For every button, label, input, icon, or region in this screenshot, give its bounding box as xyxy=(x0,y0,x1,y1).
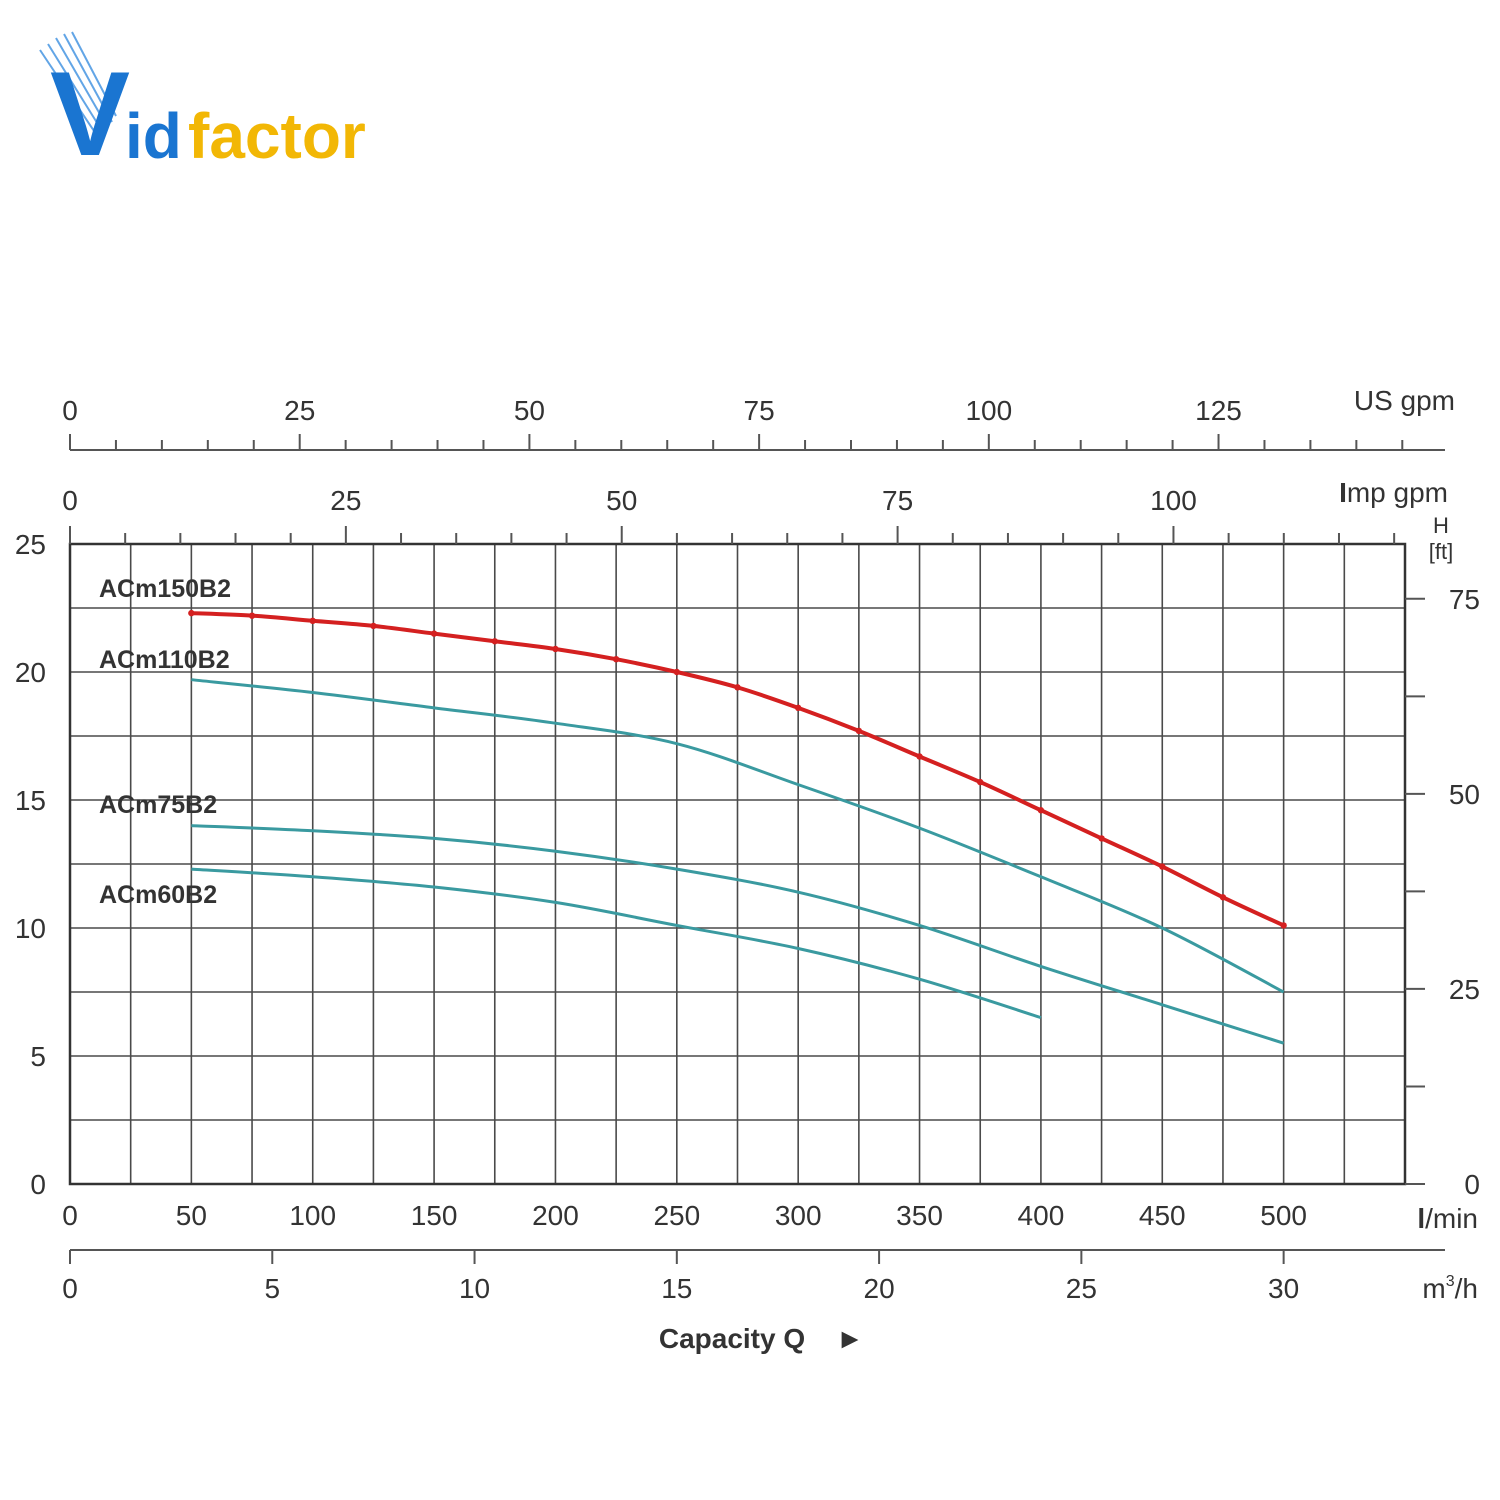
series-point-acm150b2 xyxy=(309,617,316,624)
x-tick-label-lmin: 200 xyxy=(532,1200,579,1231)
series-point-acm150b2 xyxy=(188,609,195,617)
feet-tick-label: 50 xyxy=(1449,779,1480,810)
x-tick-label-lmin: 450 xyxy=(1139,1200,1186,1231)
m3h-tick-label: 25 xyxy=(1066,1273,1097,1304)
series-point-acm150b2 xyxy=(1037,807,1045,814)
vidfactor-logo: V id factor xyxy=(39,31,366,180)
lmin-unit-rest: /min xyxy=(1425,1203,1478,1234)
m3h-unit-sup: 3 xyxy=(1446,1273,1455,1290)
feet-axis-ft-label: [ft] xyxy=(1429,539,1453,564)
series-point-acm150b2 xyxy=(430,630,438,637)
us-gpm-tick-label: 25 xyxy=(284,395,315,426)
m3h-tick-label: 30 xyxy=(1268,1273,1299,1304)
m3h-unit-rest: /h xyxy=(1455,1273,1478,1304)
us-gpm-tick-label: 100 xyxy=(965,395,1012,426)
x-tick-label-lmin: 500 xyxy=(1260,1200,1307,1231)
series-label-acm150b2: ACm150B2 xyxy=(99,575,231,603)
logo-text-factor: factor xyxy=(188,100,366,172)
m3h-unit-label: m3/h xyxy=(1422,1273,1478,1304)
y-tick-label: 15 xyxy=(15,785,46,816)
series-point-acm150b2 xyxy=(491,638,498,645)
capacity-arrow-icon: ► xyxy=(836,1323,864,1354)
series-line-acm150b2 xyxy=(191,611,1285,928)
bottom-axes: 0 50 100 150 200 250 300 350 400 450 500 0 5 10 15 20 25… xyxy=(62,1200,1445,1304)
x-tick-label-lmin: 250 xyxy=(653,1200,700,1231)
series-label-acm110b2: ACm110B2 xyxy=(99,646,230,674)
y-axis-left: 0 5 10 15 20 25 xyxy=(15,529,46,1200)
series-point-acm150b2 xyxy=(977,778,984,786)
x-tick-label-lmin: 150 xyxy=(411,1200,458,1231)
imp-gpm-tick-label: 50 xyxy=(606,485,637,516)
series-point-acm150b2 xyxy=(370,622,377,630)
y-tick-label: 25 xyxy=(15,529,46,560)
y-axis-right-feet: 0 25 50 75 xyxy=(1405,584,1480,1200)
m3h-tick-label: 5 xyxy=(264,1273,280,1304)
series-point-acm150b2 xyxy=(855,727,863,735)
plot-frame xyxy=(68,542,1407,1186)
series-curves xyxy=(188,609,1287,1045)
x-tick-label-lmin: 300 xyxy=(775,1200,822,1231)
series-line-acm110b2 xyxy=(191,678,1285,994)
series-point-acm150b2 xyxy=(1098,835,1105,842)
us-gpm-tick-label: 75 xyxy=(744,395,775,426)
feet-tick-label: 25 xyxy=(1449,974,1480,1005)
m3h-tick-label: 15 xyxy=(661,1273,692,1304)
chart-frame xyxy=(68,542,1407,1186)
imp-gpm-tick-label: 0 xyxy=(62,485,78,516)
imp-gpm-tick-label: 75 xyxy=(882,485,913,516)
series-point-acm150b2 xyxy=(734,684,741,691)
series-labels: ACm150B2 ACm110B2 ACm75B2 ACm60B2 xyxy=(99,575,231,909)
lmin-unit-initial: l xyxy=(1417,1203,1425,1234)
lmin-unit-label: l/min xyxy=(1417,1203,1478,1234)
m3h-tick-label: 20 xyxy=(864,1273,895,1304)
series-label-acm60b2: ACm60B2 xyxy=(99,881,217,909)
series-point-acm150b2 xyxy=(612,656,620,663)
imp-gpm-unit-rest: mp gpm xyxy=(1347,477,1448,508)
series-point-acm150b2 xyxy=(794,704,802,712)
x-tick-label-lmin: 400 xyxy=(1018,1200,1065,1231)
series-line-acm60b2 xyxy=(191,867,1042,1020)
series-point-acm150b2 xyxy=(248,612,256,619)
us-gpm-unit-label: US gpm xyxy=(1354,385,1455,416)
y-tick-label: 10 xyxy=(15,913,46,944)
m3h-tick-label: 10 xyxy=(459,1273,490,1304)
series-point-acm150b2 xyxy=(916,753,923,760)
m3h-unit-base: m xyxy=(1422,1273,1445,1304)
imp-gpm-unit-initial: I xyxy=(1339,477,1347,508)
top-axes: 0 25 50 75 100 125 0 25 50 75 100 xyxy=(62,395,1445,544)
x-tick-label-lmin: 0 xyxy=(62,1200,78,1231)
series-label-acm75b2: ACm75B2 xyxy=(99,791,217,819)
series-point-acm150b2 xyxy=(1219,894,1227,901)
y-tick-label: 5 xyxy=(30,1041,46,1072)
us-gpm-tick-label: 125 xyxy=(1195,395,1242,426)
feet-tick-label: 75 xyxy=(1449,584,1480,615)
logo-text-id: id xyxy=(125,100,182,172)
imp-gpm-tick-label: 25 xyxy=(330,485,361,516)
x-tick-label-lmin: 50 xyxy=(176,1200,207,1231)
series-line-acm75b2 xyxy=(191,824,1285,1045)
series-point-acm150b2 xyxy=(1280,922,1287,929)
y-tick-label: 20 xyxy=(15,657,46,688)
series-point-acm150b2 xyxy=(552,645,559,653)
y-tick-label: 0 xyxy=(30,1169,46,1200)
imp-gpm-tick-label: 100 xyxy=(1150,485,1197,516)
m3h-tick-label: 0 xyxy=(62,1273,78,1304)
us-gpm-tick-label: 50 xyxy=(514,395,545,426)
us-gpm-tick-label: 0 xyxy=(62,395,78,426)
series-point-acm150b2 xyxy=(673,668,681,676)
series-point-acm150b2 xyxy=(1159,863,1166,870)
x-tick-label-lmin: 100 xyxy=(289,1200,336,1231)
chart-grid xyxy=(70,544,1405,1184)
logo-feather-lines xyxy=(39,31,117,141)
logo-letter-v: V xyxy=(50,47,130,180)
feet-tick-label: 0 xyxy=(1464,1169,1480,1200)
x-axis-title: Capacity Q xyxy=(659,1323,805,1354)
imp-gpm-unit-label: Imp gpm xyxy=(1339,477,1448,508)
feet-axis-h-label: H xyxy=(1433,513,1449,538)
x-tick-label-lmin: 350 xyxy=(896,1200,943,1231)
